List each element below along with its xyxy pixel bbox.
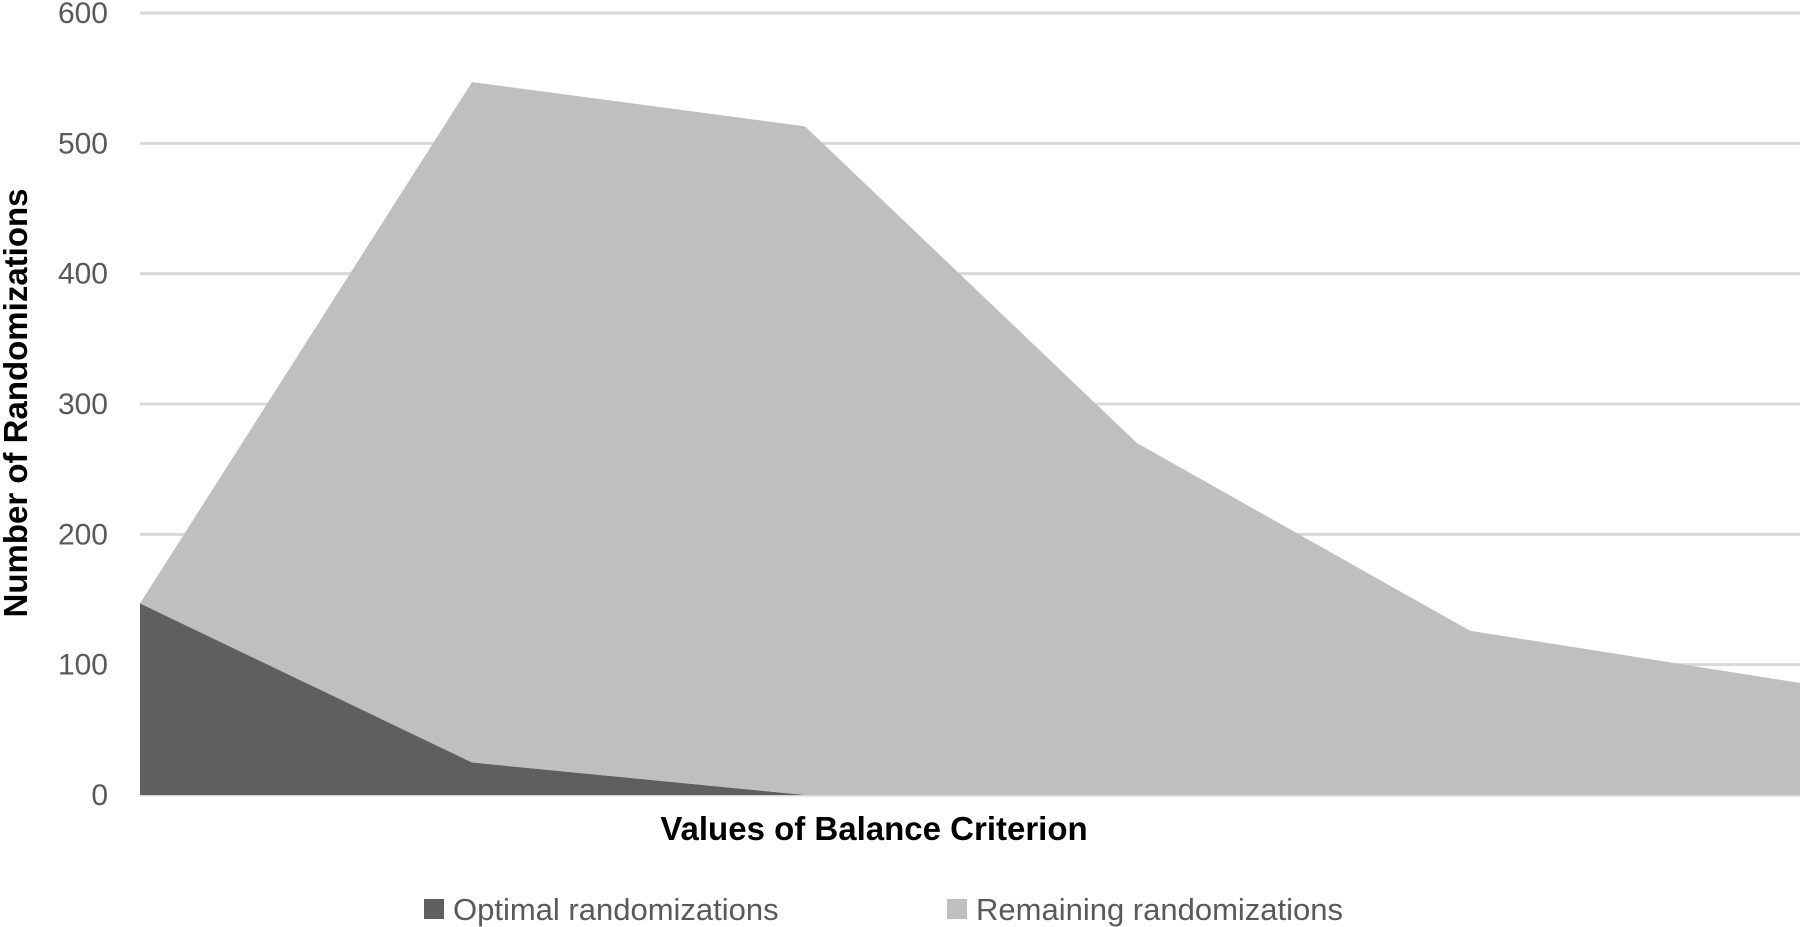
legend-swatch [424, 899, 444, 919]
area-series-1 [140, 603, 1800, 795]
y-tick-label: 300 [58, 388, 108, 421]
legend-label: Remaining randomizations [976, 892, 1343, 927]
y-tick-label: 400 [58, 258, 108, 291]
y-tick-label: 500 [58, 127, 108, 160]
y-tick-label: 0 [91, 779, 108, 812]
y-tick-label: 600 [58, 0, 108, 30]
legend-swatch [947, 899, 967, 919]
y-axis-ticks: 0 100 200 300 400 500 600 [58, 0, 108, 812]
area-series [140, 82, 1800, 796]
legend: Optimal randomizations Remaining randomiz… [424, 892, 1343, 927]
legend-label: Optimal randomizations [453, 892, 779, 927]
y-axis-title: Number of Randomizations [0, 188, 34, 617]
x-axis-title: Values of Balance Criterion [660, 810, 1087, 847]
y-tick-label: 200 [58, 518, 108, 551]
area-series-2 [140, 82, 1800, 796]
y-tick-label: 100 [58, 649, 108, 682]
